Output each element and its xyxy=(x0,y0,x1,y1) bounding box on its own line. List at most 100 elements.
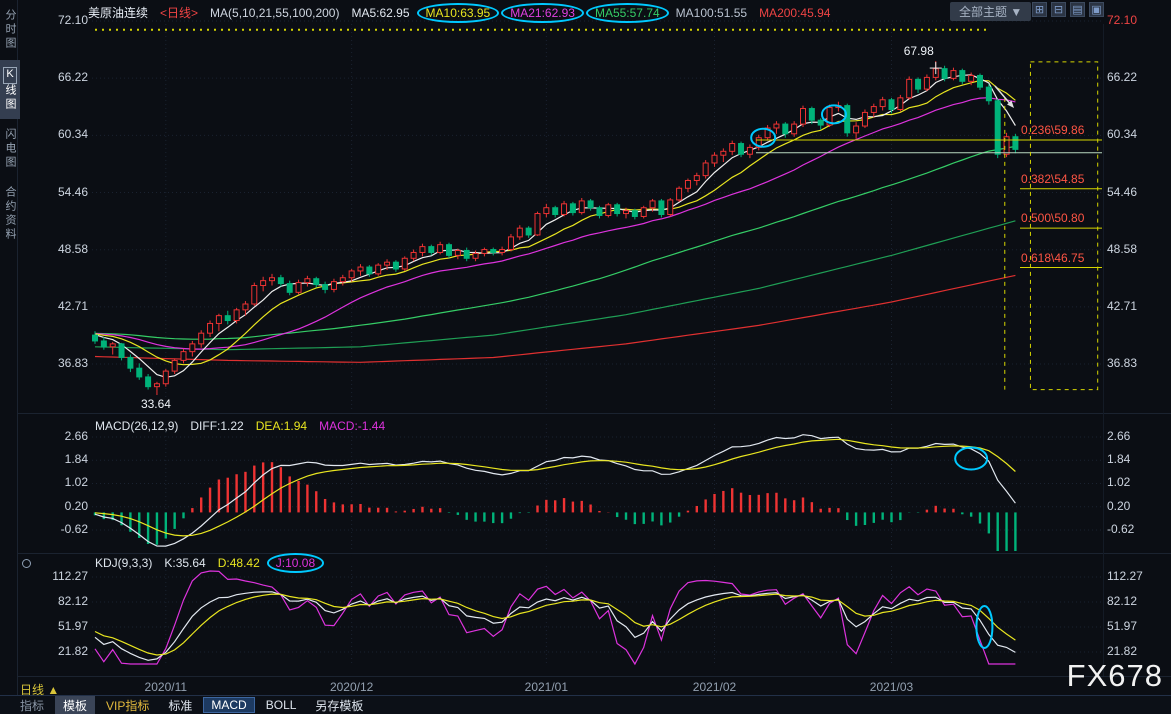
annotation-ellipse xyxy=(750,127,777,148)
window-layout-buttons: ⊞ ⊟ ▤ ▣ xyxy=(1032,2,1104,17)
kdj-axis-left-label: 51.97 xyxy=(57,619,88,633)
ma200-line xyxy=(94,274,1016,363)
ma-value-3: MA21:62.93 xyxy=(501,2,584,23)
fib-label: 0.618\46.75 xyxy=(1021,250,1085,265)
macd-axis-right-label: 0.20 xyxy=(1107,498,1131,513)
macd-axis-right-label: -0.62 xyxy=(1107,521,1135,536)
kdj-j-value: J:10.08 xyxy=(266,553,325,573)
macd-axis-left-label: 1.02 xyxy=(64,475,88,490)
kdj-header: KDJ(9,3,3) K:35.64 D:48.42 J:10.08 xyxy=(95,553,325,573)
macd-axis-left-label: 0.20 xyxy=(64,498,88,513)
kdj-k-value: K:35.64 xyxy=(164,556,206,570)
bottom-tab-6[interactable]: BOLL xyxy=(265,698,297,712)
macd-macd-value: MACD:-1.44 xyxy=(319,419,386,433)
arrow-head xyxy=(1007,100,1014,108)
price-axis-right-label: 66.22 xyxy=(1107,70,1138,85)
low-price-annotation: 33.64 xyxy=(140,397,171,412)
j-line xyxy=(94,570,1016,666)
k-line xyxy=(94,591,1016,661)
price-axis-left-label: 66.22 xyxy=(57,70,88,85)
symbol-name: 美原油连续 xyxy=(88,6,149,20)
diff-line xyxy=(94,434,1016,547)
grid-2x2-icon[interactable]: ⊞ xyxy=(1032,2,1047,17)
kdj-axis-right-label: 51.97 xyxy=(1107,619,1138,633)
price-axis-right-label: 54.46 xyxy=(1107,184,1138,199)
ma-legend-values: MA5:62.95 MA10:63.95 MA21:62.93 MA55:57.74 M… xyxy=(351,2,830,23)
period-tag[interactable]: 日线 ▲ xyxy=(20,683,60,697)
grid-full-icon[interactable]: ▣ xyxy=(1089,2,1104,17)
price-axis-right-label: 72.10 xyxy=(1107,13,1138,27)
bottom-tab-7[interactable]: 另存模板 xyxy=(315,698,364,713)
x-axis-label: 2021/03 xyxy=(869,680,914,694)
x-axis-label: 2020/11 xyxy=(144,680,188,694)
price-axis-right-label: 42.71 xyxy=(1107,298,1138,313)
ma21-line xyxy=(94,97,1016,350)
chart-legend-bar: 美原油连续 <日线> MA(5,10,21,55,100,200) MA5:62… xyxy=(88,2,830,23)
watermark: FX678 xyxy=(1066,658,1163,693)
period-indicator[interactable]: <日线> xyxy=(160,6,199,20)
sidebar-item-1[interactable]: 分时图 xyxy=(4,9,16,51)
candles xyxy=(92,61,1019,396)
sidebar-item-2[interactable]: K线图 xyxy=(0,60,20,119)
high-price-annotation: 67.98 xyxy=(903,44,934,59)
price-axis-left-label: 72.10 xyxy=(57,13,88,27)
ma10-line xyxy=(94,79,1016,366)
theme-dropdown[interactable]: 全部主题 ▼ xyxy=(950,2,1032,21)
macd-dea-value: DEA:1.94 xyxy=(255,419,308,433)
macd-axis-right-label: 1.84 xyxy=(1107,452,1131,467)
macd-axis-right-label: 2.66 xyxy=(1107,429,1131,443)
kdj-axis-left-label: 21.82 xyxy=(57,644,88,658)
annotation-ellipse xyxy=(975,604,994,649)
macd-histogram xyxy=(93,462,1017,551)
projection-box xyxy=(1029,61,1099,391)
panel-divider xyxy=(0,553,1171,554)
kdj-title: KDJ(9,3,3) xyxy=(95,556,153,570)
annotation-ellipse xyxy=(820,104,847,125)
ma-group-label: MA(5,10,21,55,100,200) xyxy=(210,5,340,20)
bottom-tab-3[interactable]: VIP指标 xyxy=(106,698,150,713)
x-axis-label: 2020/12 xyxy=(329,680,374,694)
annotation-ellipse xyxy=(954,446,989,471)
axis-divider xyxy=(1103,24,1104,676)
kdj-d-value: D:48.42 xyxy=(217,556,260,570)
macd-axis-left-label: 1.84 xyxy=(64,452,88,467)
bottom-tab-bar: 指标 模板 VIP指标 标准 MACD BOLL 另存模板 xyxy=(0,695,1171,714)
macd-header: MACD(26,12,9) DIFF:1.22 DEA:1.94 MACD:-1… xyxy=(95,419,385,433)
fib-label: 0.500\50.80 xyxy=(1021,211,1085,226)
dea-line xyxy=(94,438,1016,537)
panel-divider xyxy=(0,676,1171,677)
panel-settings-icon[interactable] xyxy=(22,559,31,568)
kdj-axis-left-label: 82.12 xyxy=(57,594,88,608)
bottom-tab-4[interactable]: 标准 xyxy=(168,698,193,713)
kdj-axis-right-label: 112.27 xyxy=(1107,569,1143,583)
price-axis-left-label: 60.34 xyxy=(57,127,88,142)
macd-axis-left-label: -0.62 xyxy=(60,521,88,536)
price-axis-left-label: 42.71 xyxy=(57,298,88,313)
panel-divider xyxy=(0,413,1171,414)
sidebar-item-3[interactable]: 闪电图 xyxy=(4,128,16,170)
ma100-line xyxy=(94,220,1016,351)
price-axis-left-label: 54.46 xyxy=(57,184,88,199)
price-axis-right-label: 60.34 xyxy=(1107,127,1138,142)
grid-1x2-icon[interactable]: ⊟ xyxy=(1051,2,1066,17)
price-axis-left-label: 36.83 xyxy=(57,355,88,370)
ma-value-4: MA55:57.74 xyxy=(585,2,669,23)
bottom-tab-5[interactable]: MACD xyxy=(203,697,255,713)
d-line xyxy=(94,593,1016,656)
kdj-axis-right-label: 21.82 xyxy=(1107,644,1138,658)
macd-axis-left-label: 2.66 xyxy=(64,429,88,443)
ma-value-2: MA10:63.95 xyxy=(416,2,500,23)
fib-label: 0.236\59.86 xyxy=(1021,123,1085,138)
macd-diff-value: DIFF:1.22 xyxy=(190,419,244,433)
sidebar-item-4[interactable]: 合约资料 xyxy=(4,186,16,242)
bottom-tab-2[interactable]: 模板 xyxy=(55,695,96,714)
bottom-tab-1[interactable]: 指标 xyxy=(20,698,45,713)
grid-rows-icon[interactable]: ▤ xyxy=(1070,2,1085,17)
ma55-line xyxy=(94,145,1016,340)
ma-value-1: MA5:62.95 xyxy=(351,5,410,20)
x-axis-label: 2021/01 xyxy=(524,680,569,694)
macd-title: MACD(26,12,9) xyxy=(95,419,179,433)
price-axis-left-label: 48.58 xyxy=(57,241,88,256)
